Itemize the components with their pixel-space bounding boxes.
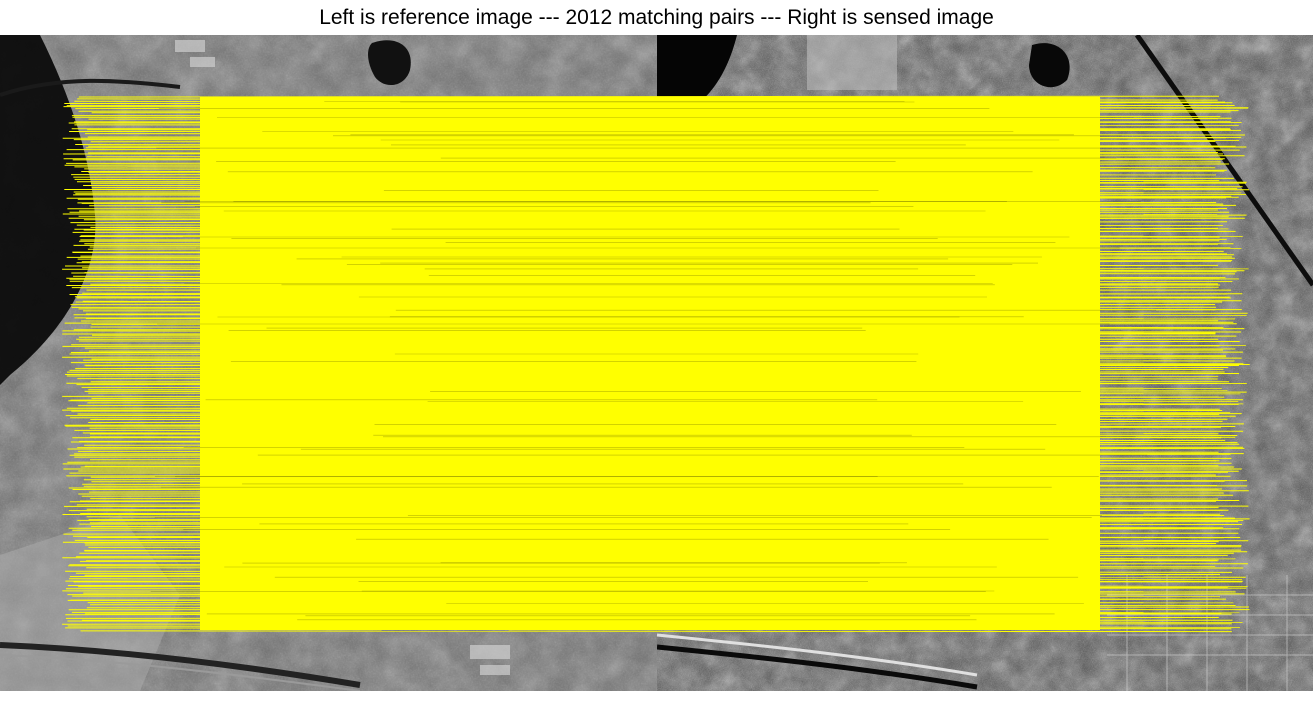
reference-image: [0, 35, 657, 691]
figure-title: Left is reference image --- 2012 matchin…: [319, 6, 994, 29]
sensed-image: [657, 35, 1313, 691]
sensed-image-canvas: [657, 35, 1313, 691]
reference-image-canvas: [0, 35, 657, 691]
